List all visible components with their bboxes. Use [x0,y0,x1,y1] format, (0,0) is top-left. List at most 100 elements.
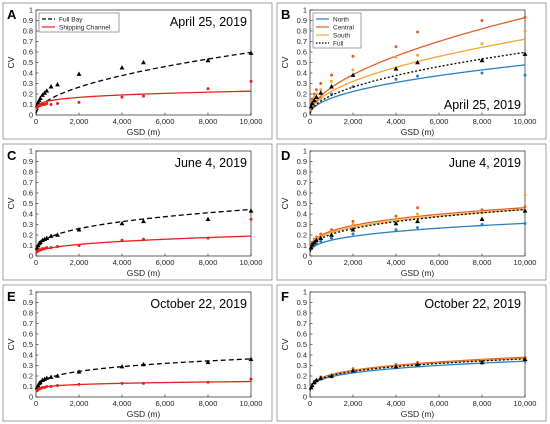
x-axis-label: GSD (m) [127,268,161,278]
y-tick-label: 1 [303,6,307,15]
data-point [393,363,399,369]
data-point [119,220,125,226]
x-tick-label: 8,000 [199,117,218,126]
y-tick-label: 0.4 [23,351,33,360]
data-point [416,226,419,230]
data-point [312,92,316,96]
y-tick-label: 0.9 [297,157,307,166]
date-label: April 25, 2019 [444,98,521,112]
data-point [48,374,54,379]
x-axis-label: GSD (m) [127,409,161,419]
y-tick-label: 0.1 [297,241,307,250]
data-point [523,205,527,209]
data-point [314,377,319,382]
data-point [141,218,146,224]
data-point [142,381,145,385]
data-point [479,216,485,222]
panel-letter: D [281,148,290,163]
data-point [249,217,253,221]
data-point [350,72,356,77]
x-tick-label: 0 [34,117,38,126]
y-tick-label: 0.4 [23,210,33,219]
data-point [523,29,527,33]
data-point [49,385,53,388]
data-point [141,361,146,367]
x-tick-label: 6,000 [156,117,175,126]
y-tick-label: 0.6 [23,48,33,57]
y-tick-label: 0.2 [23,372,33,381]
y-tick-label: 0.8 [23,168,33,177]
data-point [44,235,50,240]
y-tick-label: 0.9 [23,16,33,25]
data-point [76,71,82,76]
y-tick-label: 0 [29,252,33,261]
y-tick-label: 0.4 [23,69,33,78]
data-point [40,247,44,251]
x-tick-label: 4,000 [113,117,132,126]
data-point [55,373,60,378]
data-point [523,15,527,19]
x-axis-label: GSD (m) [401,127,435,137]
data-point [309,382,315,388]
y-axis-label: CV [280,197,290,209]
y-tick-label: 0.8 [297,27,307,36]
date-label: June 4, 2019 [449,156,521,170]
y-tick-label: 1 [303,147,307,156]
y-tick-label: 0.2 [297,231,307,240]
data-point [319,232,323,236]
data-point [314,237,319,243]
data-point [308,104,314,109]
x-tick-label: 8,000 [199,399,218,408]
data-point [249,377,253,381]
data-point [319,88,323,92]
plot-area [35,291,252,398]
data-point [318,235,324,240]
data-point [523,73,527,77]
panel-border [276,284,547,422]
panel-letter: F [281,289,289,304]
x-axis-label: GSD (m) [127,127,161,137]
data-point [314,88,318,92]
data-point [37,95,43,100]
y-tick-label: 0.3 [23,361,33,370]
y-tick-label: 0.7 [297,178,307,187]
x-tick-label: 4,000 [387,258,406,267]
x-tick-label: 10,000 [514,258,537,267]
data-point [522,356,528,361]
data-point [120,238,124,242]
x-tick-label: 8,000 [199,258,218,267]
y-tick-label: 0.3 [297,361,307,370]
y-tick-label: 0.4 [297,351,307,360]
y-tick-label: 0.7 [23,37,33,46]
y-tick-label: 0 [29,111,33,120]
data-point [308,245,314,250]
x-tick-label: 2,000 [344,117,363,126]
series-shipping-channel [35,79,253,110]
y-tick-label: 0.6 [297,48,307,57]
panel-border [2,2,273,140]
data-point [394,55,398,59]
legend-entry: South [333,32,350,39]
data-point [416,74,419,78]
y-tick-label: 0.2 [23,231,33,240]
x-tick-label: 0 [308,117,312,126]
data-point [248,208,254,213]
y-tick-label: 1 [29,6,33,15]
x-tick-label: 2,000 [344,399,363,408]
data-point [77,100,81,104]
data-point [351,54,355,58]
data-point [393,220,399,226]
data-point [48,84,54,89]
fit-curve [309,38,526,114]
series-triangle-series [308,356,528,391]
data-point [314,94,319,99]
y-tick-label: 0.9 [297,298,307,307]
y-axis-label: CV [6,56,16,68]
data-point [351,232,355,236]
y-tick-label: 0.1 [23,100,33,109]
series-full [308,51,528,114]
plot-area [309,150,526,257]
data-point [206,380,210,384]
data-point [394,77,398,81]
